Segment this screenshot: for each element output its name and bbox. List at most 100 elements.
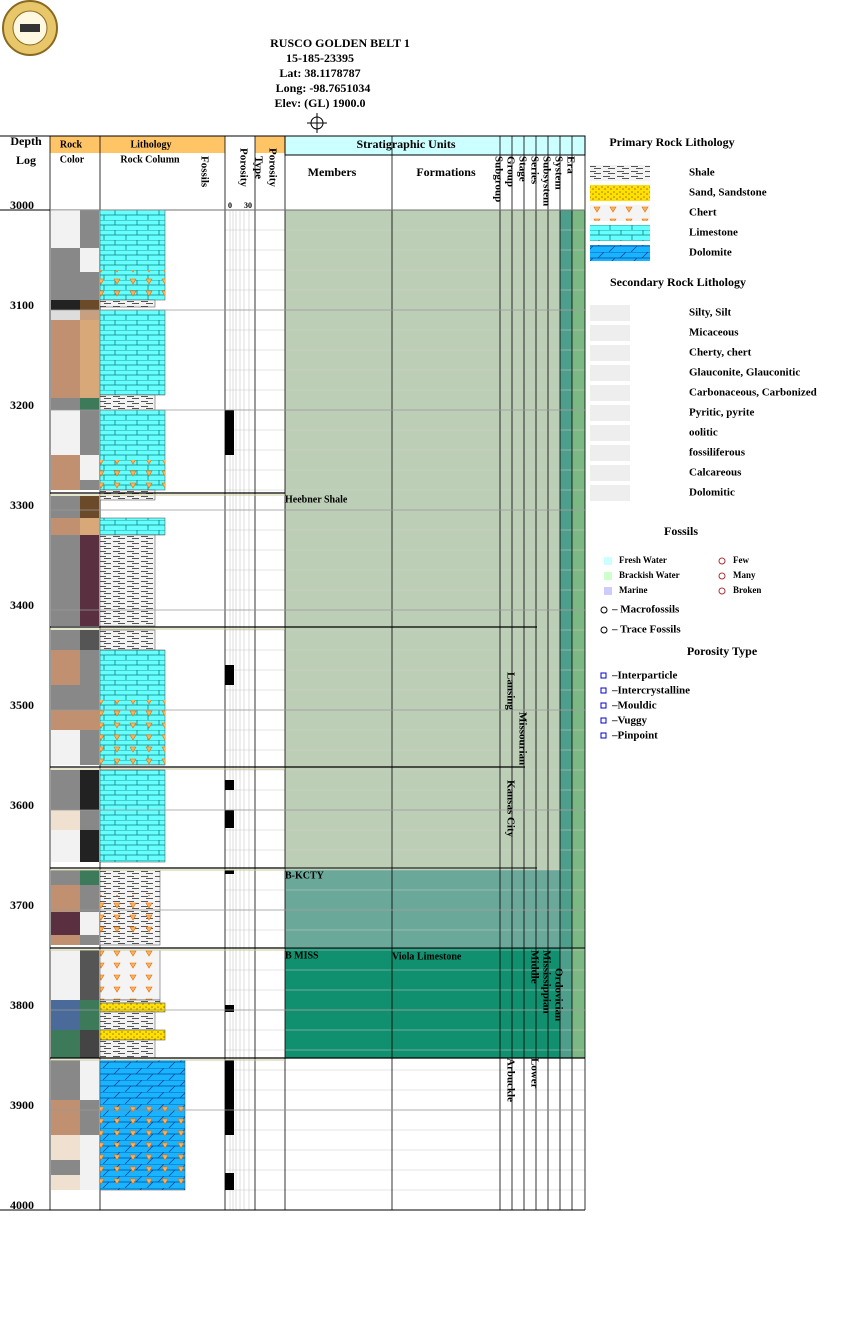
color-cell: [51, 710, 80, 730]
label: Members: [308, 165, 357, 179]
color-cell: [51, 935, 80, 945]
color-cell: [51, 518, 80, 535]
porosity-bar: [225, 665, 234, 685]
label: Log: [16, 153, 36, 167]
rock-unit: [100, 700, 165, 765]
color-cell: [51, 912, 80, 935]
legend-swatch: [590, 305, 630, 321]
rock-unit: [100, 270, 165, 300]
color-cell: [80, 1175, 99, 1190]
vertical-label: Middle: [528, 950, 540, 984]
vertical-label: System: [552, 156, 564, 190]
color-cell: [80, 870, 99, 885]
porosity-bar: [225, 1173, 234, 1190]
color-cell: [80, 810, 99, 830]
color-cell: [80, 1030, 99, 1058]
logo-mark: [20, 24, 40, 32]
legend-label: Pyritic, pyrite: [689, 407, 754, 419]
depth-label: 3000: [10, 198, 34, 212]
legend-label: Cherty, chert: [689, 347, 752, 359]
color-cell: [51, 770, 80, 810]
vertical-label: Series: [528, 156, 540, 185]
rock-unit: [99, 299, 156, 308]
label: Stratigraphic Units: [357, 137, 456, 151]
porosity-bar: [225, 780, 234, 790]
strat-fill: [285, 210, 585, 870]
color-cell: [80, 310, 99, 320]
strat-fill: [285, 870, 585, 948]
depth-label: 3800: [10, 998, 34, 1012]
rock-unit: [99, 1011, 156, 1031]
color-cell: [80, 950, 99, 1000]
label: B MISS: [285, 950, 319, 961]
label: Color: [60, 154, 85, 165]
vertical-label: Kansas City: [504, 780, 516, 838]
vertical-label: Type: [252, 156, 264, 179]
color-cell: [80, 535, 99, 626]
depth-label: 3400: [10, 598, 34, 612]
color-cell: [80, 210, 99, 248]
depth-label: 3500: [10, 698, 34, 712]
porosity-bar: [225, 1005, 234, 1012]
color-cell: [80, 455, 99, 480]
legend-label: Dolomitic: [689, 487, 735, 499]
color-cell: [80, 410, 99, 455]
color-cell: [80, 398, 99, 410]
depth-label: 4000: [10, 1198, 34, 1212]
legend-label: – Trace Fossils: [611, 624, 681, 636]
color-cell: [80, 300, 99, 310]
color-cell: [80, 935, 99, 945]
header-text: Elev: (GL) 1900.0: [275, 96, 366, 110]
legend-swatch: [590, 445, 630, 461]
label: Rock: [60, 139, 83, 150]
depth-label: 3200: [10, 398, 34, 412]
color-cell: [51, 730, 80, 765]
legend-label: fossiliferous: [689, 447, 746, 459]
legend-swatch: [590, 245, 650, 261]
legend-swatch: [604, 572, 612, 580]
porosity-bar: [225, 1060, 234, 1135]
legend-label: –Mouldic: [611, 700, 657, 712]
legend-swatch: [590, 225, 650, 241]
color-cell: [80, 272, 99, 300]
rock-unit: [99, 534, 156, 627]
color-cell: [51, 885, 80, 912]
color-cell: [51, 410, 80, 455]
vertical-label: Era: [564, 156, 576, 174]
legend-label: Brackish Water: [619, 570, 680, 580]
legend-label: Limestone: [689, 227, 738, 239]
legend-label: Many: [733, 570, 756, 580]
legend-label: Sand, Sandstone: [689, 187, 767, 199]
header-text: Lat: 38.1178787: [279, 66, 360, 80]
vertical-label: Stage: [516, 156, 528, 182]
legend-symbol: [600, 672, 607, 679]
legend-symbol: [600, 717, 607, 724]
rock-unit: [99, 394, 156, 411]
legend-label: Carbonaceous, Carbonized: [689, 387, 817, 399]
vertical-label: Fossils: [198, 156, 210, 188]
color-cell: [80, 1100, 99, 1135]
vertical-label: Mississippian: [540, 950, 552, 1014]
strat-fill: [560, 210, 572, 1058]
color-cell: [51, 1175, 80, 1190]
label: 0: [228, 201, 232, 210]
rock-unit: [100, 895, 160, 935]
color-cell: [51, 272, 80, 300]
color-cell: [51, 310, 80, 320]
depth-label: 3900: [10, 1098, 34, 1112]
color-cell: [51, 870, 80, 885]
legend-label: Few: [733, 555, 749, 565]
legend-swatch: [590, 205, 650, 221]
vertical-label: Subgroup: [492, 156, 504, 202]
color-cell: [80, 518, 99, 535]
vertical-label: Ordovician: [552, 968, 564, 1021]
color-cell: [51, 1100, 80, 1135]
color-cell: [80, 1000, 99, 1030]
vertical-label: Subsystem: [540, 156, 552, 206]
legend-swatch: [590, 365, 630, 381]
color-cell: [51, 496, 80, 518]
color-cell: [80, 1160, 99, 1175]
label: Heebner Shale: [285, 494, 348, 505]
strat-fill: [285, 948, 585, 1058]
